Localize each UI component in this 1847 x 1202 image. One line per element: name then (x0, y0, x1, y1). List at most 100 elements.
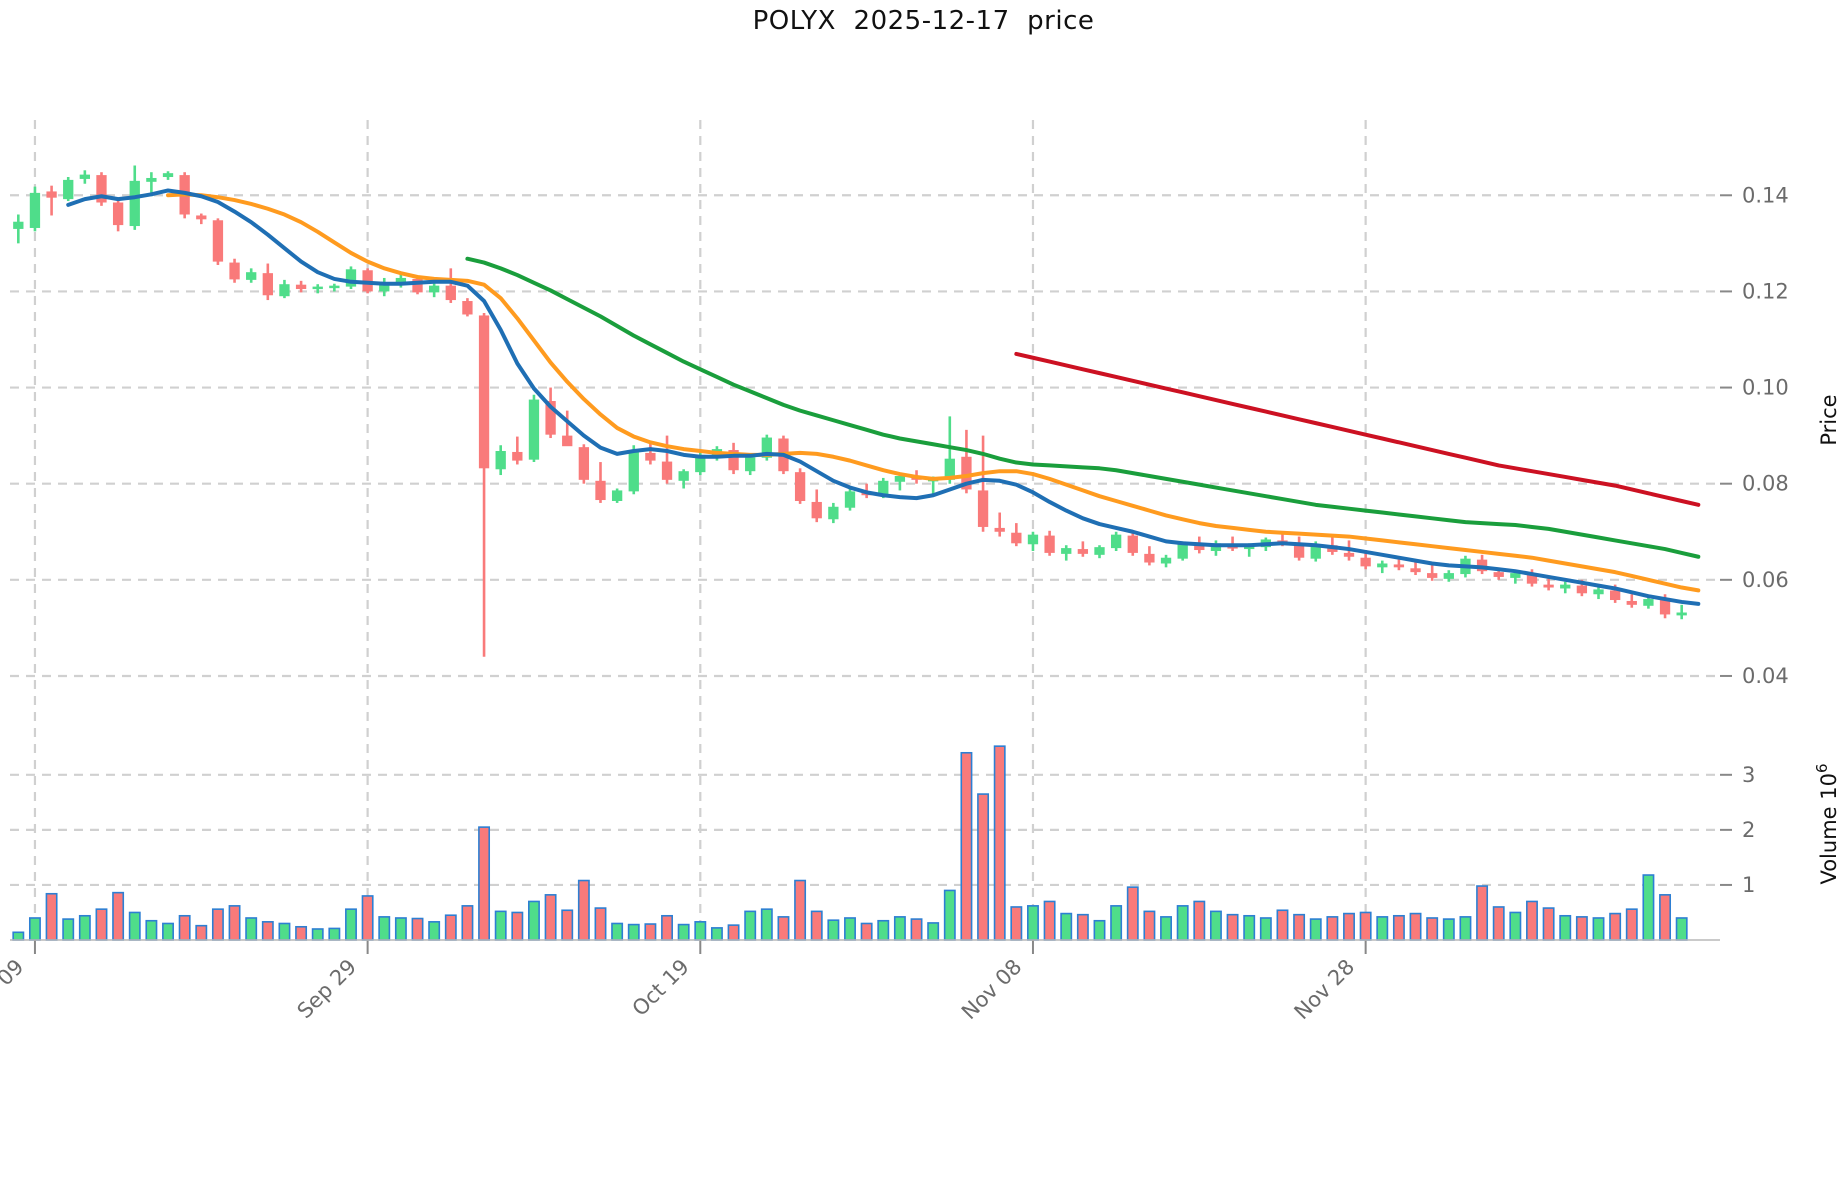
volume-bar (943, 889, 956, 941)
volume-bar (1376, 916, 1389, 941)
volume-axis-exponent: 6 (1813, 763, 1831, 773)
candle-body (1244, 546, 1255, 550)
candle-body (1427, 573, 1438, 578)
volume-tick-label: 1 (1742, 873, 1755, 897)
volume-bar (1625, 908, 1638, 941)
volume-bar (95, 908, 108, 941)
volume-bar (62, 918, 75, 941)
candle-body (96, 175, 107, 203)
date-tick-label: Oct 19 (628, 955, 694, 1021)
candle-body (1027, 534, 1039, 545)
volume-bar (1659, 894, 1672, 941)
candle-body (395, 277, 407, 284)
moving-average-lines (66, 188, 1701, 606)
volume-bar (1409, 912, 1422, 941)
candle-body (628, 451, 639, 492)
volume-bar (1293, 913, 1306, 941)
volume-bar (128, 911, 141, 941)
volume-bar (394, 917, 407, 941)
candle-body (112, 202, 124, 226)
ma-extra-long-line (1014, 351, 1701, 507)
volume-bar (1642, 874, 1655, 941)
candle-body (661, 461, 673, 480)
price-tick-label: 0.08 (1742, 472, 1789, 496)
candle-body (545, 401, 556, 435)
volume-bar (411, 917, 424, 941)
candle-body (1510, 573, 1521, 578)
volume-bar (12, 931, 25, 941)
candle-body (1044, 535, 1055, 553)
date-tick-label: Nov 08 (957, 955, 1027, 1025)
candle-body (79, 174, 91, 179)
candle-body (794, 472, 806, 501)
candle-body (379, 282, 390, 292)
volume-bar (877, 919, 890, 941)
volume-bar (78, 914, 91, 941)
candle-body (1127, 535, 1138, 553)
volume-bar (328, 927, 341, 941)
candle-body (63, 179, 74, 200)
date-tick-label: Sep 29 (293, 955, 362, 1024)
volume-bar (1043, 900, 1056, 941)
candle-body (1144, 553, 1155, 563)
candle-body (262, 273, 273, 296)
volume-bar (577, 879, 590, 941)
volume-bar (760, 908, 773, 941)
volume-bar (1509, 911, 1522, 941)
volume-bar (1126, 886, 1139, 941)
volume-bar (1076, 913, 1089, 941)
volume-bar (1526, 900, 1538, 941)
candle-body (961, 456, 972, 490)
volume-bar (528, 900, 540, 941)
volume-bar (511, 911, 524, 941)
price-tick-label: 0.12 (1742, 279, 1789, 303)
volume-bar (627, 923, 640, 941)
price-tick-label: 0.06 (1742, 568, 1789, 592)
volume-bar (744, 910, 757, 941)
candle-body (1560, 584, 1571, 589)
volume-bar (794, 879, 807, 941)
candle-body (279, 284, 290, 297)
candle-body (329, 285, 340, 289)
candle-body (695, 454, 706, 473)
candle-body (1177, 544, 1188, 559)
price-tick-label: 0.10 (1742, 376, 1789, 400)
volume-bar (1476, 885, 1489, 941)
volume-bar (611, 922, 624, 941)
candle-body (761, 437, 772, 458)
volume-bar (295, 925, 308, 941)
volume-bar (1459, 916, 1472, 941)
candle-body (1576, 585, 1588, 594)
volume-bar (178, 914, 191, 941)
volume-bar (1309, 918, 1322, 941)
volume-bar (1209, 910, 1222, 941)
volume-bar (211, 908, 224, 941)
candle-body (1643, 599, 1654, 606)
volume-bar (1160, 916, 1172, 941)
volume-bar (594, 907, 607, 941)
candle-body (528, 399, 540, 460)
volume-tick-label: 2 (1742, 818, 1755, 842)
volume-bar (195, 924, 208, 941)
volume-bar (561, 909, 574, 941)
volume-bar (1542, 907, 1555, 941)
candle-body (1377, 563, 1388, 568)
date-tick-label: Sep 09 (0, 955, 28, 1024)
volume-bar (145, 919, 158, 941)
volume-bar (1326, 916, 1339, 941)
candle-body (1011, 532, 1022, 544)
volume-bar (1675, 917, 1688, 941)
volume-bar (245, 917, 258, 941)
candle-body (146, 177, 157, 182)
volume-bar (311, 928, 324, 941)
volume-bar (644, 923, 657, 941)
volume-bar (278, 922, 291, 941)
volume-bar (1276, 909, 1289, 941)
candle-body (1493, 572, 1504, 577)
volume-bar (162, 922, 174, 941)
candle-body (46, 191, 57, 198)
candlestick-series (13, 165, 1687, 657)
volume-bar (1093, 919, 1106, 941)
